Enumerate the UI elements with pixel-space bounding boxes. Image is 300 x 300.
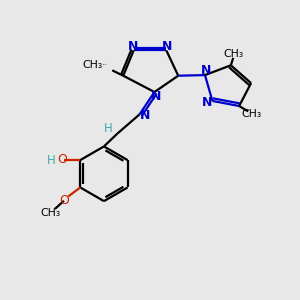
- Text: N: N: [202, 96, 212, 109]
- Text: N: N: [151, 90, 161, 103]
- Text: N: N: [162, 40, 172, 53]
- Text: CH₃: CH₃: [40, 208, 61, 218]
- Text: methyl: methyl: [103, 64, 108, 65]
- Text: N: N: [128, 40, 138, 53]
- Text: CH₃: CH₃: [224, 49, 244, 59]
- Text: N: N: [200, 64, 211, 76]
- Text: CH₃: CH₃: [82, 60, 102, 70]
- Text: CH₃: CH₃: [242, 109, 262, 119]
- Text: O: O: [57, 153, 67, 166]
- Text: N: N: [140, 109, 150, 122]
- Text: O: O: [59, 194, 69, 207]
- Text: H: H: [103, 122, 112, 135]
- Text: H: H: [47, 154, 56, 166]
